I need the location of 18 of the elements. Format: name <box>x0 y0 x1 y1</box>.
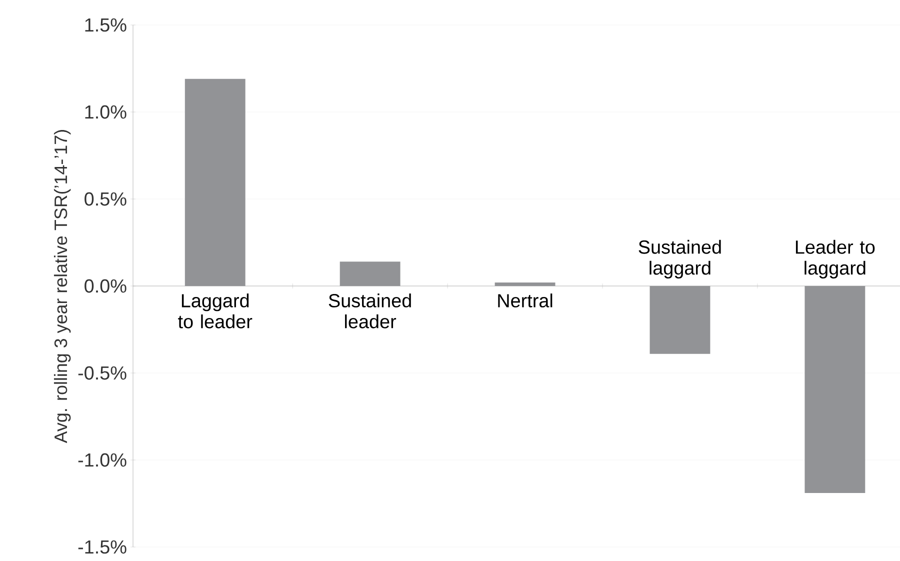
y-tick-label: 1.5% <box>85 18 126 32</box>
y-tick-label: -0.5% <box>78 366 126 380</box>
bar <box>804 286 866 494</box>
bar <box>340 262 400 286</box>
y-tick-label: -1.0% <box>78 453 126 467</box>
x-tick-label: Nertral <box>498 294 552 308</box>
bar <box>494 282 556 286</box>
x-tick-label: Sustained leader <box>328 294 411 328</box>
y-tick-label: 0.0% <box>84 279 126 293</box>
y-axis-title: Avg. rolling 3 year relative TSR(’14-’17) <box>54 130 71 444</box>
x-tick-label: Leader to laggard <box>796 240 875 278</box>
y-tick-label: 0.5% <box>84 192 126 206</box>
bar <box>184 78 246 286</box>
bar <box>650 286 710 354</box>
x-tick-label: Laggard to leader <box>178 294 252 328</box>
y-tick-label: 1.0% <box>85 105 126 119</box>
y-tick-label: -1.5% <box>78 540 126 554</box>
x-tick-label: Sustained laggard <box>638 240 721 278</box>
